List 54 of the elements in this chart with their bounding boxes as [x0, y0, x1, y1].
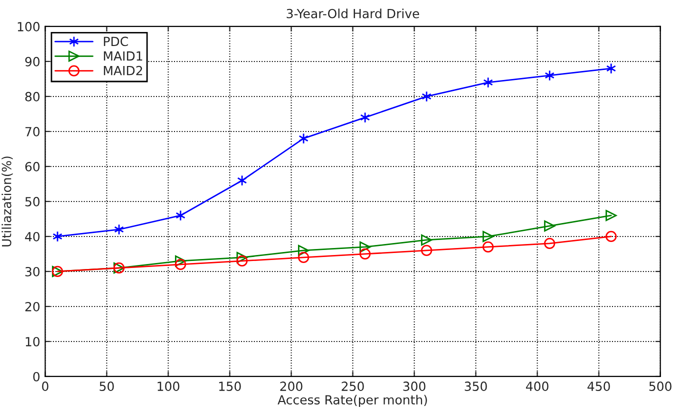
- point: [544, 220, 556, 232]
- x-tick-label: 100: [158, 382, 180, 392]
- point: [483, 76, 494, 88]
- y-axis-title: Utiliazation(%): [2, 156, 13, 246]
- y-tick-label: 90: [25, 56, 40, 66]
- point: [237, 174, 247, 186]
- point: [236, 255, 248, 267]
- point: [176, 210, 186, 222]
- point: [606, 230, 617, 242]
- point: [174, 258, 186, 270]
- x-tick-label: 200: [280, 382, 302, 392]
- point: [298, 244, 310, 256]
- point: [422, 90, 432, 102]
- x-tick-label: 500: [649, 382, 672, 392]
- point: [236, 252, 248, 264]
- point: [606, 62, 616, 74]
- point: [298, 132, 308, 144]
- legend-label: MAID1: [104, 51, 142, 61]
- x-tick-label: 0: [42, 382, 48, 392]
- y-tick-label: 30: [25, 266, 40, 276]
- point: [482, 241, 494, 253]
- x-tick-label: 50: [100, 382, 114, 392]
- y-tick-label: 20: [25, 302, 40, 312]
- point: [482, 230, 494, 242]
- point: [360, 248, 371, 260]
- y-tick-label: 0: [33, 372, 40, 382]
- x-tick-label: 300: [403, 382, 426, 392]
- x-axis-title: Access Rate(per month): [278, 394, 427, 407]
- point: [52, 230, 62, 242]
- point: [114, 224, 124, 236]
- y-tick-label: 80: [25, 92, 40, 102]
- point: [174, 255, 186, 267]
- y-tick-label: 70: [25, 126, 40, 136]
- point: [421, 244, 432, 256]
- x-tick-label: 250: [342, 382, 364, 392]
- y-tick-label: 50: [25, 196, 40, 206]
- x-tick-label: 400: [526, 382, 548, 392]
- y-tick-label: 60: [25, 162, 40, 172]
- point: [606, 210, 617, 222]
- point: [544, 238, 556, 250]
- x-tick-label: 350: [464, 382, 487, 392]
- legend-label: MAID2: [104, 66, 142, 76]
- legend-label: PDC: [104, 36, 128, 46]
- x-tick-label: 450: [588, 382, 610, 392]
- point: [421, 234, 432, 246]
- point: [544, 70, 555, 82]
- point: [360, 241, 371, 253]
- x-tick-label: 150: [219, 382, 241, 392]
- y-tick-label: 100: [18, 22, 40, 32]
- y-tick-label: 10: [26, 336, 40, 346]
- point: [360, 112, 370, 124]
- point: [298, 252, 310, 264]
- y-tick-label: 40: [25, 232, 40, 242]
- chart-title: 3-Year-Old Hard Drive: [286, 8, 420, 18]
